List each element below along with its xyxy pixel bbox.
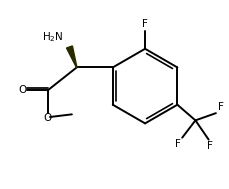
Text: H$_2$N: H$_2$N (42, 30, 63, 44)
Text: F: F (206, 141, 212, 151)
Text: O: O (44, 113, 52, 123)
Text: F: F (217, 102, 223, 112)
Text: F: F (142, 19, 147, 29)
Text: O: O (18, 85, 26, 95)
Text: F: F (174, 139, 180, 149)
Polygon shape (66, 46, 76, 67)
